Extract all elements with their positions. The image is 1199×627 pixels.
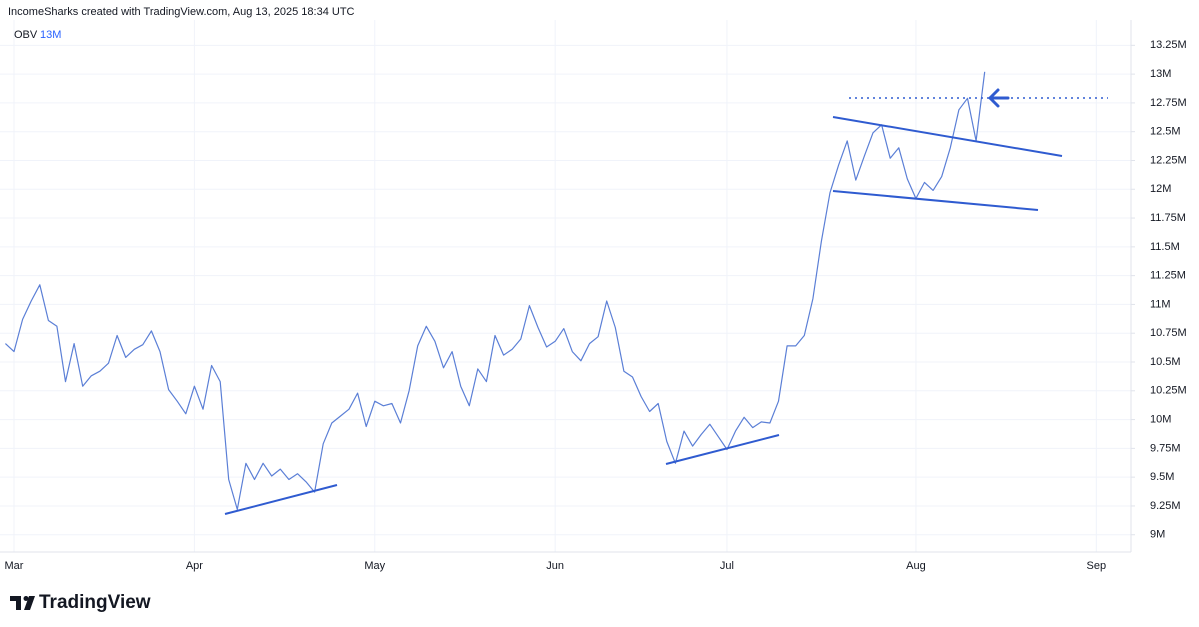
trend-line — [224, 484, 338, 515]
x-tick-label: Jul — [720, 560, 734, 572]
y-tick-label: 13.25M — [1150, 39, 1187, 51]
indicator-value: 13M — [40, 29, 61, 41]
y-tick-label: 10M — [1150, 413, 1171, 425]
y-tick-label: 12.75M — [1150, 97, 1187, 109]
y-tick-label: 11.5M — [1150, 241, 1180, 253]
logo-text: TradingView — [39, 592, 151, 613]
y-tick-label: 11.75M — [1150, 212, 1186, 224]
x-tick-label: Jun — [546, 560, 564, 572]
series-line — [4, 71, 986, 510]
y-tick-label: 9M — [1150, 529, 1165, 541]
x-tick-label: Mar — [5, 560, 24, 572]
plot — [4, 71, 986, 510]
trend-line — [665, 434, 780, 465]
x-tick-label: Aug — [906, 560, 926, 572]
y-tick-label: 9.75M — [1150, 442, 1181, 454]
y-tick-label: 10.25M — [1150, 385, 1187, 397]
y-tick-label: 13M — [1150, 68, 1171, 80]
x-tick-label: Apr — [186, 560, 203, 572]
x-tick-label: May — [364, 560, 385, 572]
x-tick-label: Sep — [1087, 560, 1107, 572]
y-tick-label: 12M — [1150, 183, 1171, 195]
grid — [0, 20, 1131, 552]
y-tick-label: 9.25M — [1150, 500, 1181, 512]
drawings — [224, 88, 1108, 515]
attribution: IncomeSharks created with TradingView.co… — [8, 6, 355, 18]
y-tick-label: 11M — [1150, 298, 1171, 310]
y-tick-label: 10.75M — [1150, 327, 1187, 339]
logo-icon — [10, 596, 35, 610]
y-tick-label: 11.25M — [1150, 270, 1186, 282]
y-tick-label: 10.5M — [1150, 356, 1181, 368]
trend-line — [832, 116, 1063, 157]
logo: TradingView — [10, 592, 151, 613]
trend-line — [832, 190, 1039, 211]
arrow — [988, 88, 1010, 108]
y-tick-label: 9.5M — [1150, 471, 1174, 483]
logo-icon-dot — [23, 596, 29, 601]
y-tick-label: 12.5M — [1150, 126, 1181, 138]
y-tick-label: 12.25M — [1150, 154, 1187, 166]
indicator-name: OBV — [14, 29, 38, 41]
